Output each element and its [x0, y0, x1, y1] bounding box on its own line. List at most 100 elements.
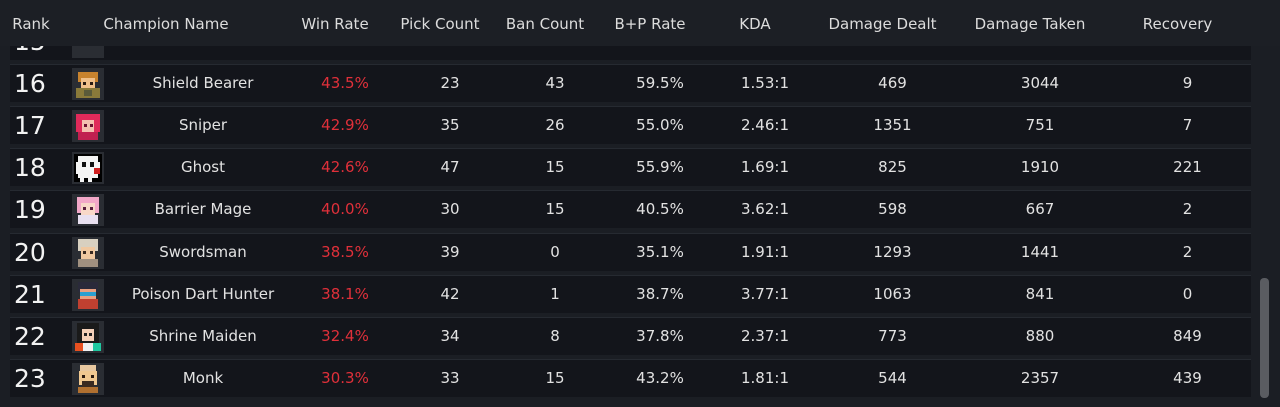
header-damage-taken[interactable]: Damage Taken: [974, 15, 1086, 33]
damage-taken: 3044: [1020, 74, 1060, 93]
bp-rate: 37.8%: [636, 326, 684, 345]
damage-dealt: 1293: [873, 242, 912, 261]
win-rate: 30.3%: [321, 368, 369, 387]
header-win-rate[interactable]: Win Rate: [301, 15, 369, 33]
rank-number: 19: [14, 195, 46, 225]
table-row[interactable]: 20 Swordsman 38.5% 39 0 35.1% 1.91:1 1293 1441 2: [10, 232, 1251, 271]
recovery: [1115, 46, 1256, 60]
pick-count: [395, 46, 505, 60]
damage-dealt: 825: [878, 158, 907, 177]
recovery: 2: [1182, 200, 1193, 219]
scrollbar-thumb[interactable]: [1260, 278, 1269, 398]
damage-taken: 1910: [1020, 158, 1060, 177]
rank-number: 20: [14, 237, 46, 267]
win-rate: 38.1%: [321, 284, 369, 303]
table-row[interactable]: 18 Ghost 42.6% 47 15 55.9% 1.69:1 825 1910 221: [10, 148, 1251, 187]
header-recovery[interactable]: Recovery: [1142, 15, 1213, 33]
recovery: 849: [1173, 326, 1202, 345]
rank-number: 18: [14, 153, 46, 183]
rank-number: 22: [14, 321, 46, 351]
ban-count: 26: [545, 116, 565, 135]
damage-taken: 667: [1025, 200, 1055, 219]
ban-count: 1: [550, 284, 560, 303]
table-row[interactable]: 16 Shield Bearer 43.5% 23 43 59.5% 1.53:1 469 30…: [10, 64, 1251, 103]
bp-rate: 35.1%: [636, 242, 684, 261]
sniper-avatar-icon: [72, 110, 104, 143]
champion-name: Monk: [182, 368, 224, 387]
kda: 1.69:1: [741, 158, 789, 177]
kda: 1.53:1: [741, 74, 789, 93]
header-pick-count[interactable]: Pick Count: [400, 15, 480, 33]
table-body[interactable]: 15 16 Shield Bearer 43.5% 23 43 59.5% 1.53:1 469…: [0, 46, 1256, 399]
header-kda[interactable]: KDA: [739, 15, 771, 33]
pick-count: 47: [440, 158, 460, 177]
damage-taken: 841: [1025, 284, 1055, 303]
damage-dealt: 469: [878, 74, 907, 93]
header-ban-count[interactable]: Ban Count: [505, 15, 585, 33]
table-row[interactable]: 15: [10, 46, 1251, 60]
pick-count: 30: [440, 200, 460, 219]
damage-dealt: 544: [878, 368, 907, 387]
recovery: 7: [1182, 116, 1193, 135]
pick-count: 34: [440, 326, 460, 345]
champion-name: [106, 46, 300, 60]
pick-count: 33: [440, 368, 460, 387]
header-damage-dealt[interactable]: Damage Dealt: [828, 15, 937, 33]
damage-dealt: 1063: [873, 284, 912, 303]
damage-taken: 880: [1025, 326, 1055, 345]
table-row[interactable]: 23 Monk 30.3% 33 15 43.2% 1.81:1 544 2357 439: [10, 358, 1251, 397]
bp-rate: 55.0%: [636, 116, 684, 135]
champion-name: Ghost: [180, 158, 225, 177]
champion-name: Barrier Mage: [154, 200, 252, 219]
kda: [715, 46, 815, 60]
rank-number: 21: [14, 279, 46, 309]
bp-rate: 59.5%: [636, 74, 684, 93]
champion-name: Shrine Maiden: [149, 326, 257, 345]
table-row[interactable]: 19 Barrier Mage 40.0% 30 15 40.5% 3.62:1 598 667…: [10, 190, 1251, 229]
header-champion-name[interactable]: Champion Name: [103, 15, 229, 33]
ghost-avatar-icon: [72, 152, 104, 185]
win-rate: 42.9%: [321, 116, 369, 135]
poison-dart-hunter-avatar-icon: [72, 278, 104, 311]
table-row[interactable]: 21 Poison Dart Hunter 38.1% 42 1 38.7% 3.77:1 1…: [10, 274, 1251, 313]
pick-count: 42: [440, 284, 460, 303]
win-rate: 42.6%: [321, 158, 369, 177]
win-rate: 40.0%: [321, 200, 369, 219]
kda: 3.77:1: [741, 284, 789, 303]
kda: 2.37:1: [741, 326, 789, 345]
damage-dealt: 773: [878, 326, 907, 345]
recovery: 221: [1173, 158, 1202, 177]
partial-champion-avatar-icon: [72, 46, 104, 58]
rank-number: 23: [14, 363, 46, 393]
bp-rate: [610, 46, 710, 60]
win-rate: 32.4%: [321, 326, 369, 345]
recovery: 439: [1173, 368, 1202, 387]
table-row[interactable]: 22 Shrine Maiden 32.4% 34 8 37.8% 2.37:1 773 880…: [10, 316, 1251, 355]
table-header: Rank Champion Name Win Rate Pick Count B…: [0, 0, 1280, 46]
damage-taken: [965, 46, 1115, 60]
barrier-mage-avatar-icon: [72, 194, 104, 227]
ban-count: 0: [550, 242, 560, 261]
shield-bearer-avatar-icon: [72, 68, 104, 101]
kda: 2.46:1: [741, 116, 789, 135]
kda: 1.81:1: [741, 368, 789, 387]
ban-count: 15: [545, 368, 565, 387]
bp-rate: 55.9%: [636, 158, 684, 177]
shrine-maiden-avatar-icon: [72, 320, 104, 353]
damage-taken: 2357: [1020, 368, 1060, 387]
ban-count: 8: [550, 326, 560, 345]
bp-rate: 43.2%: [636, 368, 684, 387]
ban-count: 15: [545, 158, 565, 177]
ban-count: 43: [545, 74, 565, 93]
swordsman-avatar-icon: [72, 236, 104, 269]
kda: 1.91:1: [741, 242, 789, 261]
pick-count: 23: [440, 74, 460, 93]
damage-taken: 751: [1025, 116, 1055, 135]
pick-count: 35: [440, 116, 460, 135]
pick-count: 39: [440, 242, 460, 261]
header-bp-rate[interactable]: B+P Rate: [614, 15, 686, 33]
win-rate: 38.5%: [321, 242, 369, 261]
table-row[interactable]: 17 Sniper 42.9% 35 26 55.0% 2.46:1 1351 751 7: [10, 106, 1251, 145]
header-rank[interactable]: Rank: [12, 15, 50, 33]
